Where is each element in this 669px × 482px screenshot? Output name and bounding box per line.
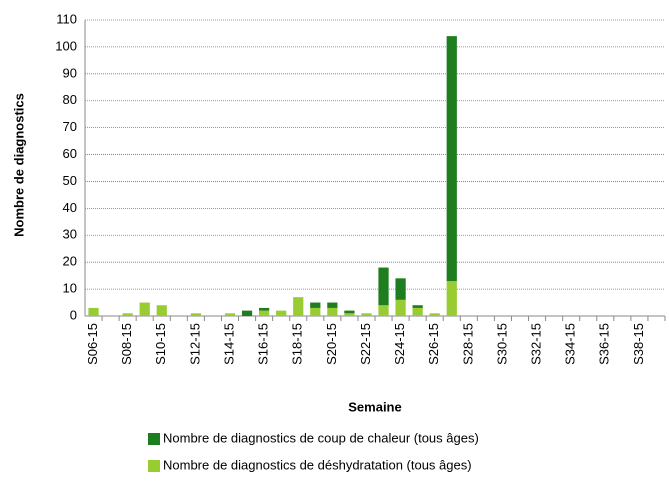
legend-swatch [148, 460, 160, 472]
x-tick-label: S22-15 [358, 323, 373, 365]
x-tick-label: S16-15 [256, 323, 271, 365]
bar-segment [446, 36, 457, 282]
bar-segment [310, 302, 321, 308]
bar-segment [310, 307, 321, 316]
legend-label: Nombre de diagnostics de déshydratation … [163, 457, 472, 472]
bar-segment [241, 310, 253, 316]
y-tick-label: 10 [63, 281, 77, 296]
y-tick-label: 40 [63, 200, 77, 215]
bar-segment [259, 307, 270, 311]
y-tick-label: 70 [63, 119, 77, 134]
x-tick-label: S06-15 [85, 323, 100, 365]
legend-swatch [148, 433, 160, 445]
y-tick-label: 20 [63, 254, 77, 269]
y-tick-label: 60 [63, 146, 77, 161]
bar-segment [156, 305, 167, 316]
x-tick-label: S30-15 [494, 323, 509, 365]
y-tick-label: 90 [63, 65, 77, 80]
x-tick-label: S38-15 [631, 323, 646, 365]
bar-segment [412, 307, 423, 316]
x-tick-label: S10-15 [153, 323, 168, 365]
bar-segment [139, 302, 150, 316]
y-tick-label: 100 [55, 38, 77, 53]
bar-segment [446, 281, 457, 316]
x-tick-label: S26-15 [426, 323, 441, 365]
x-tick-label: S20-15 [324, 323, 339, 365]
x-tick-label: S14-15 [221, 323, 236, 365]
legend-label: Nombre de diagnostics de coup de chaleur… [163, 430, 479, 445]
x-tick-label: S08-15 [119, 323, 134, 365]
bar-segment [412, 305, 423, 308]
y-tick-label: 0 [70, 307, 77, 322]
x-tick-label: S18-15 [290, 323, 305, 365]
x-tick-label: S36-15 [597, 323, 612, 365]
x-tick-label: S12-15 [187, 323, 202, 365]
bar-segment [395, 278, 406, 300]
x-axis-title: Semaine [348, 399, 401, 414]
bar-segment [378, 267, 389, 306]
bar-segment [327, 302, 338, 308]
bar-segment [293, 297, 304, 316]
bar-segment [88, 307, 99, 316]
bar-segment [327, 307, 338, 316]
bar-segment [344, 310, 355, 314]
y-tick-label: 80 [63, 92, 77, 107]
y-tick-label: 30 [63, 227, 77, 242]
x-tick-label: S34-15 [563, 323, 578, 365]
x-tick-label: S32-15 [528, 323, 543, 365]
x-tick-label: S28-15 [460, 323, 475, 365]
bar-segment [344, 313, 355, 316]
bar-segment [378, 305, 389, 316]
bar-segment [122, 313, 133, 316]
bar-segment [224, 313, 236, 316]
x-tick-label: S24-15 [392, 323, 407, 365]
y-tick-label: 50 [63, 173, 77, 188]
bar-segment [395, 299, 406, 316]
bar-segment [190, 313, 201, 316]
bar-segment [361, 313, 372, 316]
bar-segment [429, 313, 440, 316]
y-axis-title: Nombre de diagnostics [11, 93, 26, 237]
y-tick-label: 110 [56, 11, 77, 26]
bar-segment [259, 310, 270, 316]
bar-segment [276, 310, 287, 316]
